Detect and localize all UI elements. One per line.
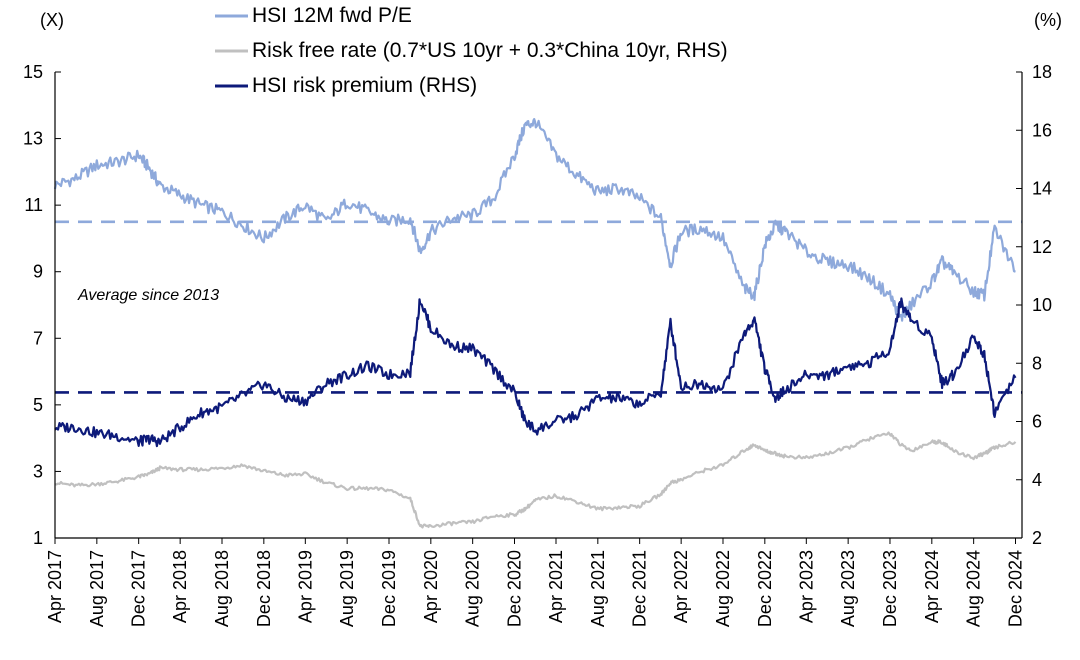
x-tick-label: Dec 2018 bbox=[254, 550, 274, 627]
left-tick-label: 7 bbox=[33, 328, 43, 348]
right-tick-label: 14 bbox=[1032, 179, 1052, 199]
right-tick-label: 16 bbox=[1032, 120, 1052, 140]
left-tick-label: 1 bbox=[33, 528, 43, 548]
right-tick-label: 6 bbox=[1032, 412, 1042, 432]
x-tick-label: Dec 2022 bbox=[755, 550, 775, 627]
average-annotation: Average since 2013 bbox=[77, 287, 219, 304]
x-tick-label: Dec 2017 bbox=[129, 550, 149, 627]
right-tick-label: 18 bbox=[1032, 62, 1052, 82]
series-risk-free-line bbox=[54, 431, 1017, 529]
x-tick-label: Dec 2019 bbox=[379, 550, 399, 627]
legend-label: Risk free rate (0.7*US 10yr + 0.3*China … bbox=[252, 39, 728, 62]
right-tick-label: 12 bbox=[1032, 237, 1052, 257]
x-tick-label: Apr 2023 bbox=[796, 550, 816, 623]
right-axis-unit: (%) bbox=[1034, 10, 1062, 30]
x-tick-label: Apr 2022 bbox=[671, 550, 691, 623]
x-tick-label: Aug 2024 bbox=[964, 550, 984, 627]
x-tick-label: Aug 2019 bbox=[337, 550, 357, 627]
x-tick-label: Dec 2021 bbox=[630, 550, 650, 627]
x-tick-label: Aug 2017 bbox=[87, 550, 107, 627]
left-tick-label: 15 bbox=[23, 62, 43, 82]
left-tick-label: 5 bbox=[33, 395, 43, 415]
x-tick-label: Dec 2020 bbox=[504, 550, 524, 627]
x-tick-label: Apr 2020 bbox=[421, 550, 441, 623]
right-tick-label: 2 bbox=[1032, 528, 1042, 548]
x-tick-label: Apr 2017 bbox=[45, 550, 65, 623]
series-layer bbox=[53, 118, 1022, 529]
legend-label: HSI risk premium (RHS) bbox=[252, 74, 477, 97]
x-tick-label: Aug 2020 bbox=[463, 550, 483, 627]
x-tick-label: Dec 2024 bbox=[1005, 550, 1025, 627]
series-pe-line bbox=[53, 118, 1016, 322]
x-tick-label: Apr 2024 bbox=[922, 550, 942, 623]
x-tick-label: Aug 2021 bbox=[588, 550, 608, 627]
right-tick-label: 10 bbox=[1032, 295, 1052, 315]
x-tick-label: Aug 2022 bbox=[713, 550, 733, 627]
left-tick-label: 13 bbox=[23, 129, 43, 149]
x-tick-label: Aug 2018 bbox=[212, 550, 232, 627]
left-tick-label: 9 bbox=[33, 262, 43, 282]
x-tick-label: Dec 2023 bbox=[880, 550, 900, 627]
left-tick-label: 11 bbox=[24, 195, 43, 215]
legend: HSI 12M fwd P/E Risk free rate (0.7*US 10… bbox=[215, 4, 728, 97]
right-tick-label: 8 bbox=[1032, 353, 1042, 373]
legend-label: HSI 12M fwd P/E bbox=[252, 4, 412, 27]
x-tick-label: Aug 2023 bbox=[838, 550, 858, 627]
x-tick-label: Apr 2019 bbox=[295, 550, 315, 623]
left-axis-unit: (X) bbox=[40, 10, 64, 30]
left-tick-label: 3 bbox=[33, 461, 43, 481]
right-tick-label: 4 bbox=[1032, 470, 1042, 490]
x-tick-label: Apr 2018 bbox=[170, 550, 190, 623]
series-risk-premium-line bbox=[54, 297, 1017, 448]
x-tick-label: Apr 2021 bbox=[546, 550, 566, 623]
